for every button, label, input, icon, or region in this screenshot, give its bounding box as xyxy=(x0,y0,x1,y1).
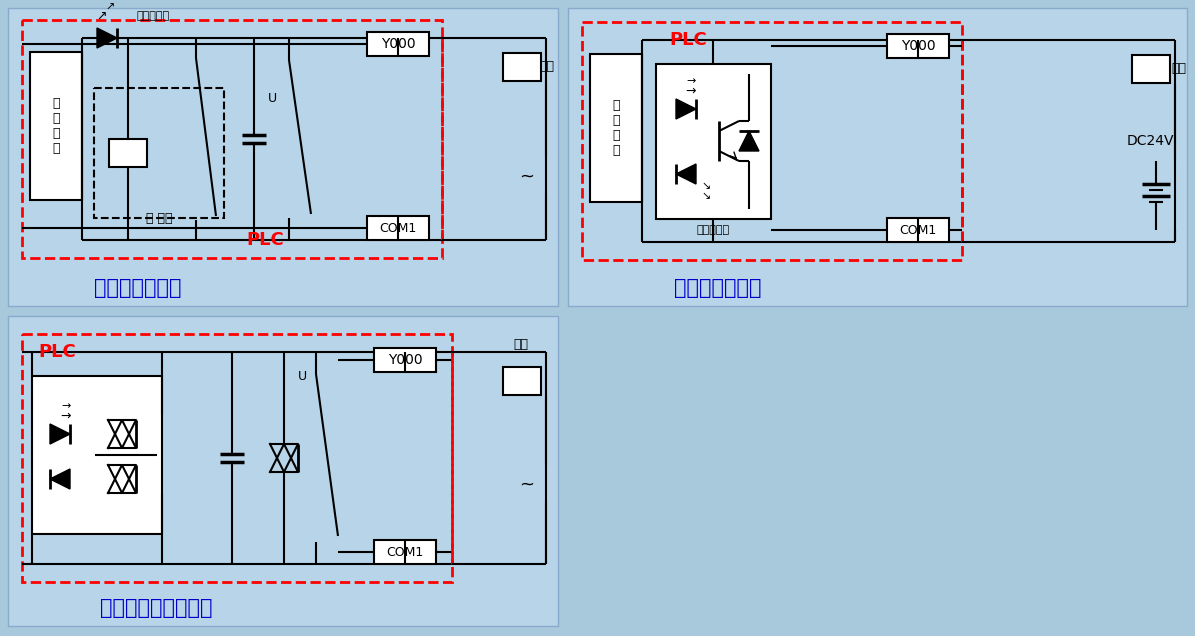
Text: U: U xyxy=(298,371,307,384)
Text: ↗: ↗ xyxy=(105,3,115,13)
Bar xyxy=(887,218,949,242)
Bar xyxy=(30,52,82,200)
Text: ↗: ↗ xyxy=(97,10,108,22)
Text: ↘: ↘ xyxy=(701,181,711,191)
Bar xyxy=(582,22,962,260)
Bar xyxy=(656,64,771,219)
Polygon shape xyxy=(50,469,71,489)
Bar xyxy=(1132,55,1170,83)
Text: 负载: 负载 xyxy=(539,60,554,74)
Bar xyxy=(32,376,163,534)
Bar xyxy=(887,34,949,58)
Bar xyxy=(94,88,223,218)
Text: ~: ~ xyxy=(520,167,534,185)
Polygon shape xyxy=(50,424,71,444)
Bar xyxy=(374,540,436,564)
Bar xyxy=(109,139,147,167)
Text: COM1: COM1 xyxy=(379,221,417,235)
Bar xyxy=(8,316,558,626)
Text: Y000: Y000 xyxy=(381,37,416,51)
Bar xyxy=(374,348,436,372)
Text: COM1: COM1 xyxy=(386,546,423,558)
Text: PLC: PLC xyxy=(38,343,75,361)
Bar xyxy=(367,32,429,56)
Bar xyxy=(503,53,541,81)
Text: 晶体管输出电路: 晶体管输出电路 xyxy=(674,278,761,298)
Text: 继电器输出电路: 继电器输出电路 xyxy=(94,278,182,298)
Text: →: → xyxy=(686,76,695,86)
Polygon shape xyxy=(97,28,117,48)
Text: Y000: Y000 xyxy=(901,39,936,53)
Text: DC24V: DC24V xyxy=(1126,134,1173,148)
Text: 继 电器: 继 电器 xyxy=(146,212,172,225)
Text: 双向晶闸管输出电路: 双向晶闸管输出电路 xyxy=(99,598,213,618)
Text: ↘: ↘ xyxy=(701,191,711,201)
Text: PLC: PLC xyxy=(669,31,707,49)
Text: U: U xyxy=(268,92,276,105)
Text: 输出指示灯: 输出指示灯 xyxy=(137,11,170,21)
Text: 输出指示灯: 输出指示灯 xyxy=(697,225,730,235)
Text: 内
部
电
路: 内 部 电 路 xyxy=(612,99,620,157)
Bar xyxy=(22,20,442,258)
Text: →: → xyxy=(61,401,71,411)
Polygon shape xyxy=(739,131,759,151)
Bar xyxy=(8,8,558,306)
Bar xyxy=(590,54,642,202)
Text: →: → xyxy=(61,410,72,422)
Bar xyxy=(367,216,429,240)
Text: 负载: 负载 xyxy=(514,338,528,350)
Text: →: → xyxy=(686,85,697,97)
Text: 负载: 负载 xyxy=(1171,62,1187,76)
Text: ~: ~ xyxy=(520,476,534,494)
Text: PLC: PLC xyxy=(246,231,284,249)
Text: COM1: COM1 xyxy=(900,223,937,237)
Bar xyxy=(22,334,452,582)
Bar xyxy=(503,367,541,395)
Bar xyxy=(568,8,1187,306)
Polygon shape xyxy=(676,164,695,184)
Text: 内
部
电
路: 内 部 电 路 xyxy=(53,97,60,155)
Polygon shape xyxy=(676,99,695,119)
Text: Y000: Y000 xyxy=(387,353,422,367)
